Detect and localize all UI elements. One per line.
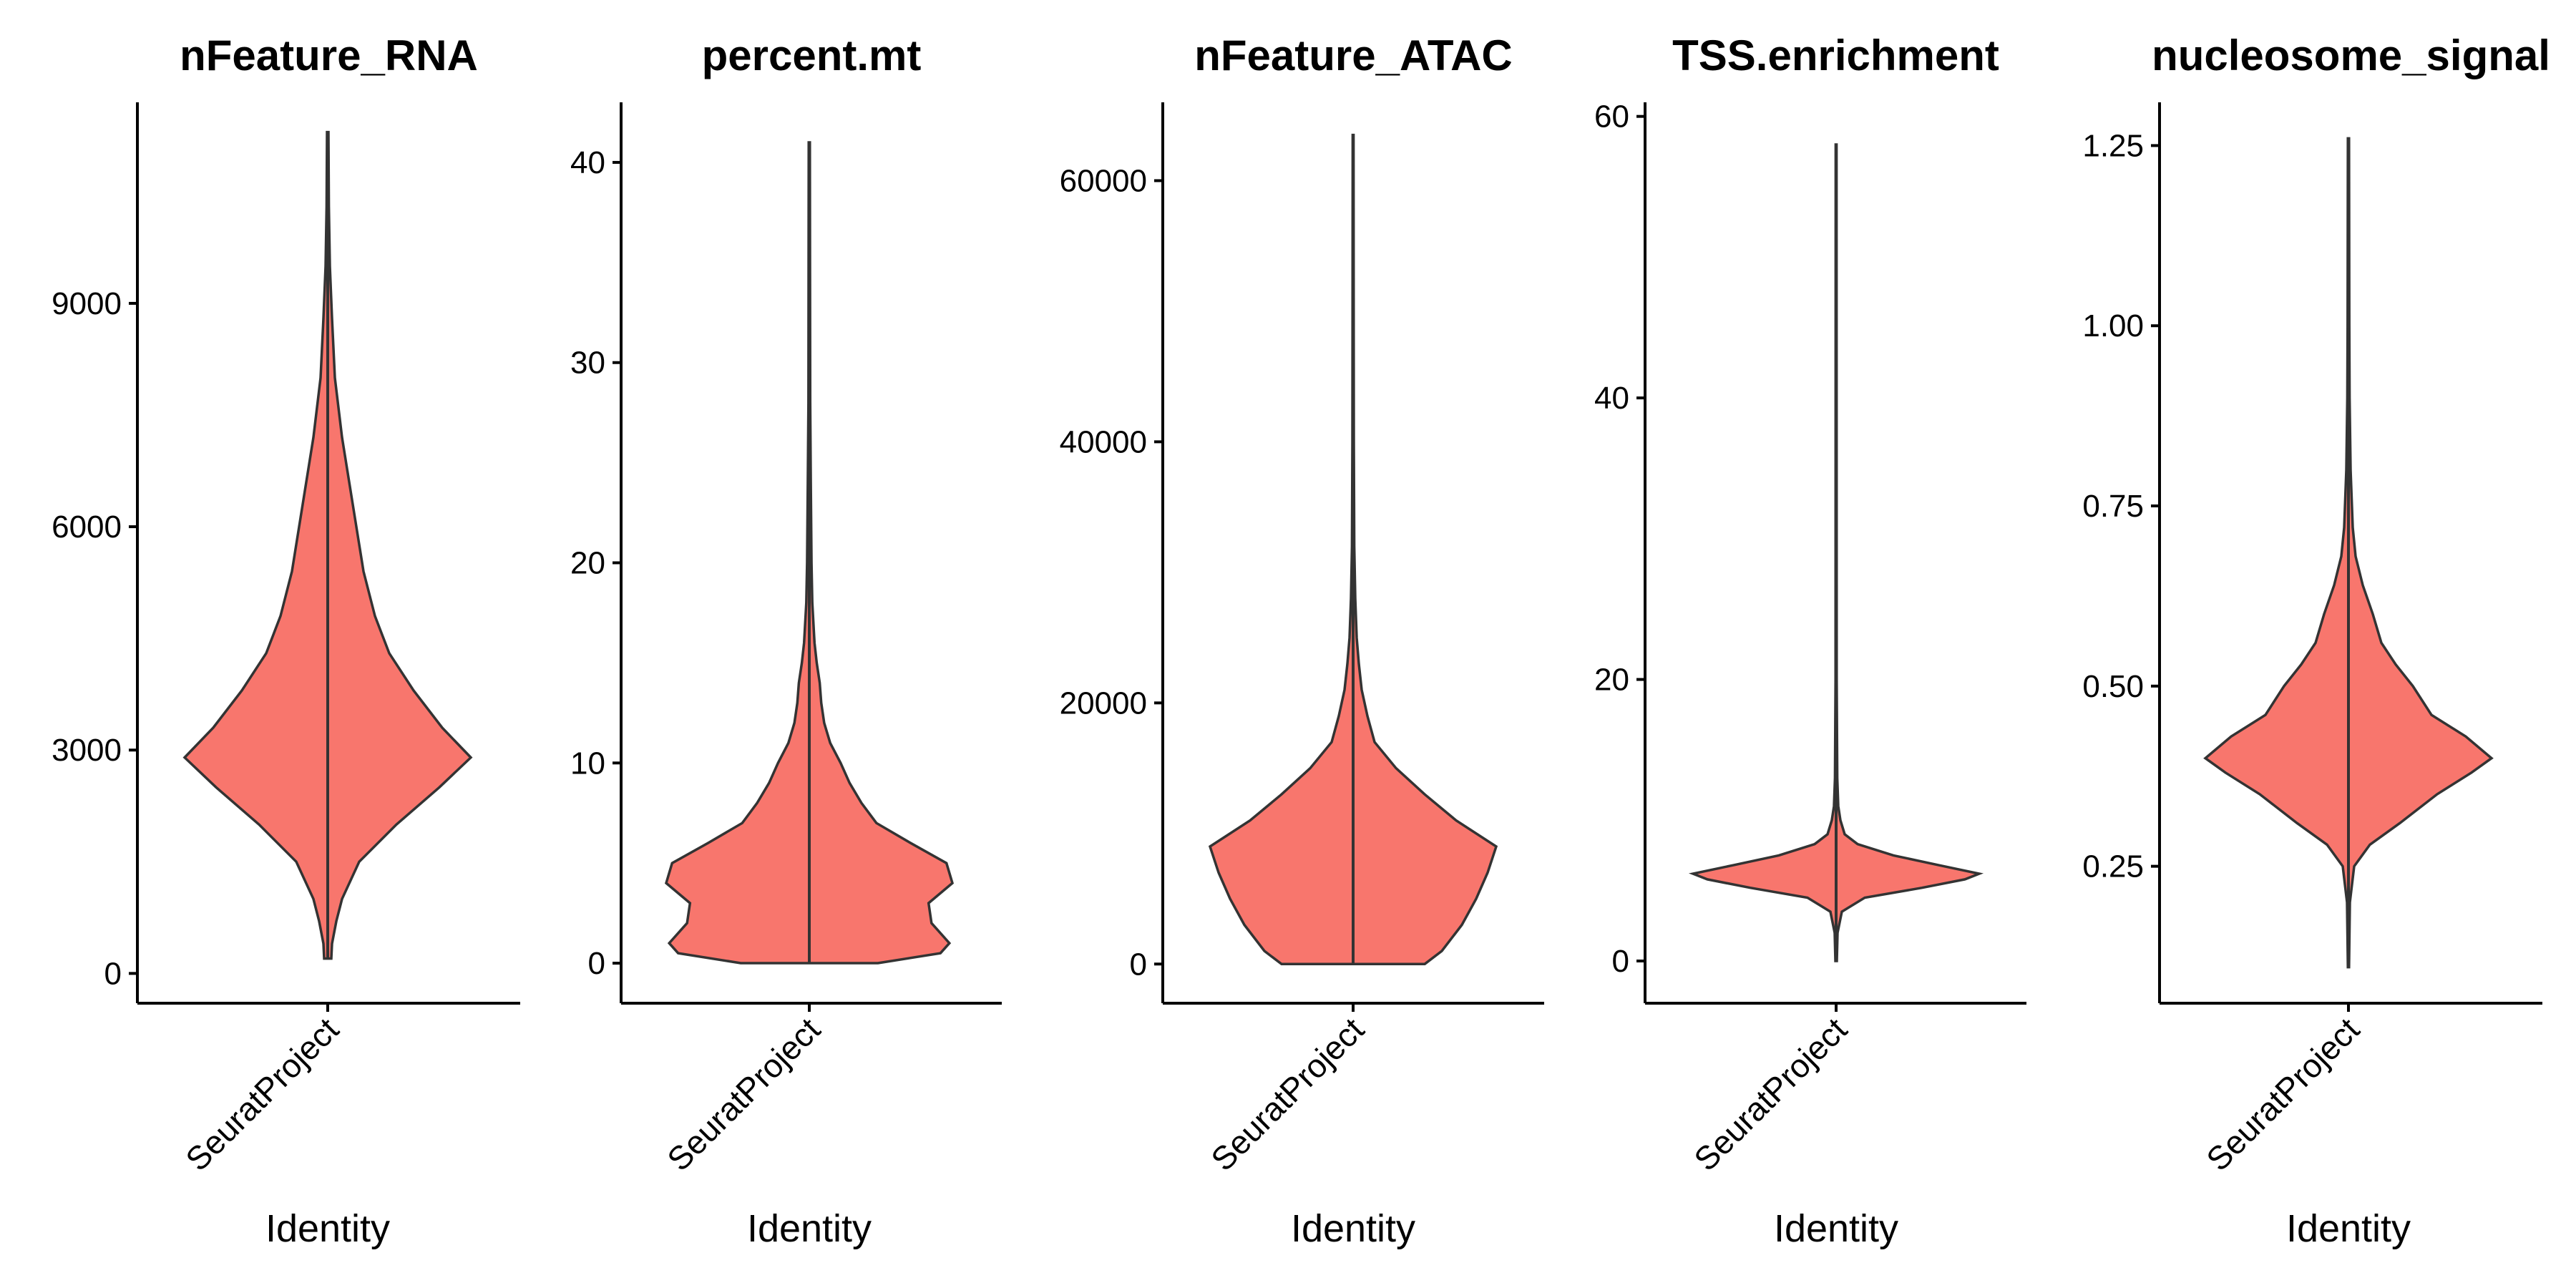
x-axis-title: Identity bbox=[1774, 1207, 1898, 1250]
y-tick-label: 0 bbox=[1130, 947, 1147, 982]
x-tick-label: SeuratProject bbox=[2199, 1010, 2366, 1178]
x-tick-label: SeuratProject bbox=[178, 1010, 346, 1178]
y-tick-label: 0.50 bbox=[2082, 669, 2144, 704]
panel-nFeature_ATAC: 0 20000 40000 60000 SeuratProject nFeature_AT… bbox=[1060, 31, 1544, 1250]
y-tick-label: 10 bbox=[570, 746, 605, 781]
x-axis-title: Identity bbox=[747, 1207, 872, 1250]
y-tick-label: 0.75 bbox=[2082, 489, 2144, 524]
y-tick-label: 3000 bbox=[52, 733, 122, 768]
y-tick-label: 30 bbox=[570, 346, 605, 381]
y-tick-label: 60 bbox=[1594, 99, 1629, 135]
y-tick-label: 0 bbox=[104, 956, 122, 991]
panel-percent.mt: 0 10 20 30 40 SeuratProject percent.mt Identity bbox=[570, 31, 1002, 1250]
x-axis-title: Identity bbox=[2286, 1207, 2411, 1250]
y-tick-label: 0 bbox=[1612, 944, 1629, 979]
y-tick-label: 1.25 bbox=[2082, 128, 2144, 163]
panel-title: nFeature_RNA bbox=[180, 31, 478, 79]
y-tick-label: 6000 bbox=[52, 509, 122, 545]
y-tick-label: 40000 bbox=[1060, 424, 1147, 459]
x-axis-title: Identity bbox=[265, 1207, 390, 1250]
panel-title: nucleosome_signal bbox=[2152, 31, 2550, 79]
panel-title: nFeature_ATAC bbox=[1194, 31, 1513, 79]
y-tick-label: 40 bbox=[1594, 381, 1629, 416]
y-tick-label: 9000 bbox=[52, 286, 122, 321]
y-tick-label: 60000 bbox=[1060, 163, 1147, 198]
x-tick-label: SeuratProject bbox=[1204, 1010, 1371, 1178]
y-tick-label: 0.25 bbox=[2082, 849, 2144, 884]
panel-nucleosome_signal: 0.25 0.50 0.75 1.00 1.25 SeuratProject nucleos… bbox=[2082, 31, 2550, 1250]
y-tick-label: 20000 bbox=[1060, 686, 1147, 721]
y-tick-label: 0 bbox=[588, 946, 605, 981]
x-tick-label: SeuratProject bbox=[1687, 1010, 1854, 1178]
y-tick-label: 1.00 bbox=[2082, 308, 2144, 343]
panel-title: TSS.enrichment bbox=[1672, 31, 1999, 79]
y-tick-label: 20 bbox=[570, 545, 605, 580]
panel-TSS.enrichment: 0 20 40 60 SeuratProject TSS.enrichment Identi… bbox=[1594, 31, 2026, 1250]
y-tick-label: 40 bbox=[570, 145, 605, 180]
panel-nFeature_RNA: 0 3000 6000 9000 SeuratProject nFeature_RNA Id… bbox=[52, 31, 520, 1250]
y-tick-label: 20 bbox=[1594, 663, 1629, 698]
x-axis-title: Identity bbox=[1291, 1207, 1415, 1250]
x-tick-label: SeuratProject bbox=[660, 1010, 827, 1178]
panel-title: percent.mt bbox=[702, 31, 922, 79]
